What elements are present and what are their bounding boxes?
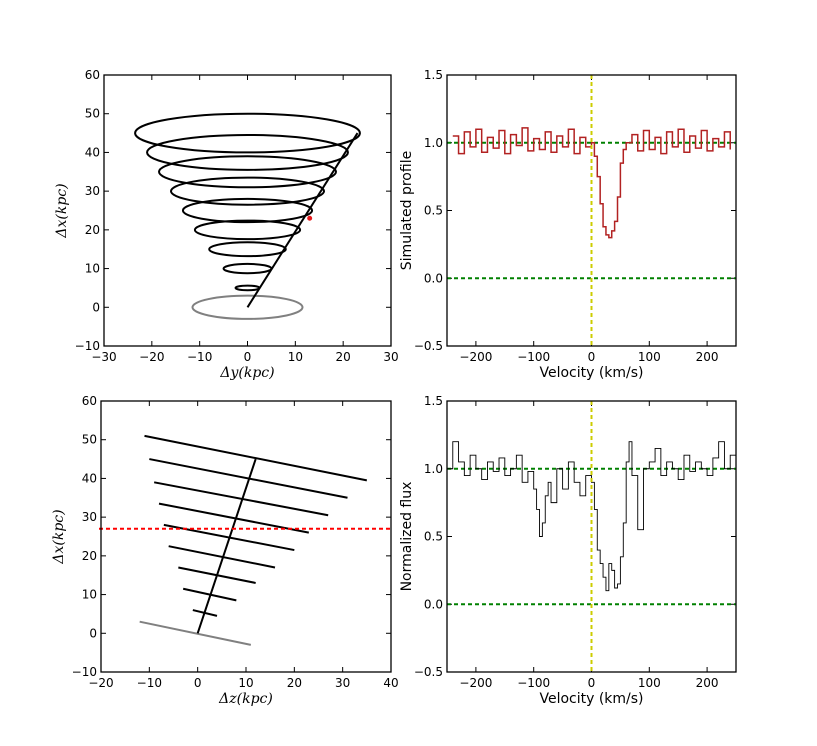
y-tick-label: 20 (82, 549, 97, 563)
helix-ring (146, 134, 349, 171)
x-tick-label: 30 (383, 350, 398, 364)
x-tick-label: −200 (459, 350, 492, 364)
plot-area (447, 401, 736, 672)
panel-top-left: −30 −20 −10 0 10 20 30 −10 0 10 20 30 40 50 60 Δy(kpc) Δ… (54, 68, 399, 381)
x-tick-label: 30 (335, 676, 350, 690)
y-tick-label: 1.5 (424, 68, 443, 82)
y-tick-label: 0 (92, 300, 100, 314)
x-tick-label: −200 (459, 676, 492, 690)
plot-frame (103, 74, 392, 347)
x-axis-label: Δy(kpc) (219, 365, 274, 381)
helix-ring (208, 241, 287, 258)
plot-frame (100, 400, 392, 673)
helix-ring (181, 197, 314, 224)
x-tick-label: 20 (336, 350, 351, 364)
base-segment (139, 620, 252, 646)
helix-segment (168, 545, 276, 569)
y-tick-label: 60 (85, 68, 100, 82)
x-tick-label: −100 (517, 676, 550, 690)
y-tick-label: 0 (89, 626, 97, 640)
y-tick-label: 0.5 (424, 530, 443, 544)
y-tick-label: 30 (85, 184, 100, 198)
y-axis-label: Simulated profile (399, 151, 415, 270)
y-tick-label: −0.5 (414, 665, 443, 679)
helix-segment (144, 434, 368, 482)
x-axis-label: Velocity (km/s) (539, 691, 643, 707)
x-tick-label: −20 (88, 676, 113, 690)
y-tick-label: 0.5 (424, 204, 443, 218)
plot-area (447, 75, 736, 346)
plot-frame (446, 400, 737, 673)
axis-line (196, 458, 257, 634)
y-tick-label: 1.0 (424, 136, 443, 150)
x-tick-label: 200 (696, 676, 719, 690)
x-tick-label: 100 (638, 676, 661, 690)
y-tick-label: 60 (82, 394, 97, 408)
y-tick-label: 50 (85, 107, 100, 121)
x-tick-label: 0 (588, 350, 596, 364)
helix-ring (134, 112, 361, 154)
plot-area (134, 112, 361, 320)
axis-line (246, 132, 359, 308)
y-tick-label: 40 (85, 145, 100, 159)
x-axis-label: Δz(kpc) (218, 691, 273, 707)
y-tick-label: 20 (85, 223, 100, 237)
panel-bottom-right: −200 −100 0 100 200 −0.5 0.0 0.5 1.0 1.5 Velocity … (399, 394, 737, 707)
plot-frame (446, 74, 737, 347)
y-tick-label: −0.5 (414, 339, 443, 353)
flux-series (447, 441, 736, 592)
helix-ring (158, 155, 337, 189)
y-tick-label: 0.0 (424, 271, 443, 285)
x-tick-label: −10 (187, 350, 212, 364)
helix-ring (222, 262, 273, 275)
plot-area (139, 434, 368, 646)
y-tick-label: −10 (72, 665, 97, 679)
x-tick-label: 20 (287, 676, 302, 690)
x-tick-label: 40 (383, 676, 398, 690)
x-tick-label: 10 (288, 350, 303, 364)
helix-ring (169, 176, 326, 206)
y-tick-label: 40 (82, 471, 97, 485)
x-tick-label: 0 (194, 676, 202, 690)
y-axis-label: Δx(kpc) (51, 509, 67, 564)
x-axis-label: Velocity (km/s) (539, 365, 643, 381)
flux-series (452, 127, 731, 239)
panel-top-right: −200 −100 0 100 200 −0.5 0.0 0.5 1.0 1.5 Velocity … (399, 68, 737, 381)
x-tick-label: −10 (137, 676, 162, 690)
x-tick-label: −20 (139, 350, 164, 364)
base-ring (191, 294, 304, 320)
x-tick-label: −30 (91, 350, 116, 364)
x-tick-label: 0 (244, 350, 252, 364)
y-axis-label: Normalized flux (399, 482, 415, 592)
sightline-marker (307, 215, 313, 221)
panel-bottom-left: −20 −10 0 10 20 30 40−100102030405060Δz(kpc)Δx… (51, 394, 399, 707)
y-tick-label: 10 (85, 262, 100, 276)
y-tick-label: 1.5 (424, 394, 443, 408)
y-tick-label: 1.0 (424, 462, 443, 476)
helix-segment (153, 481, 329, 517)
y-tick-label: 10 (82, 588, 97, 602)
x-tick-label: −100 (517, 350, 550, 364)
y-tick-label: 30 (82, 510, 97, 524)
x-tick-label: 0 (588, 676, 596, 690)
y-tick-label: 50 (82, 433, 97, 447)
helix-ring (193, 219, 302, 241)
y-tick-label: −10 (75, 339, 100, 353)
x-tick-label: 10 (238, 676, 253, 690)
x-tick-label: 200 (696, 350, 719, 364)
y-tick-label: 0.0 (424, 597, 443, 611)
y-axis-label: Δx(kpc) (54, 183, 70, 238)
x-tick-label: 100 (638, 350, 661, 364)
helix-ring (234, 284, 261, 292)
